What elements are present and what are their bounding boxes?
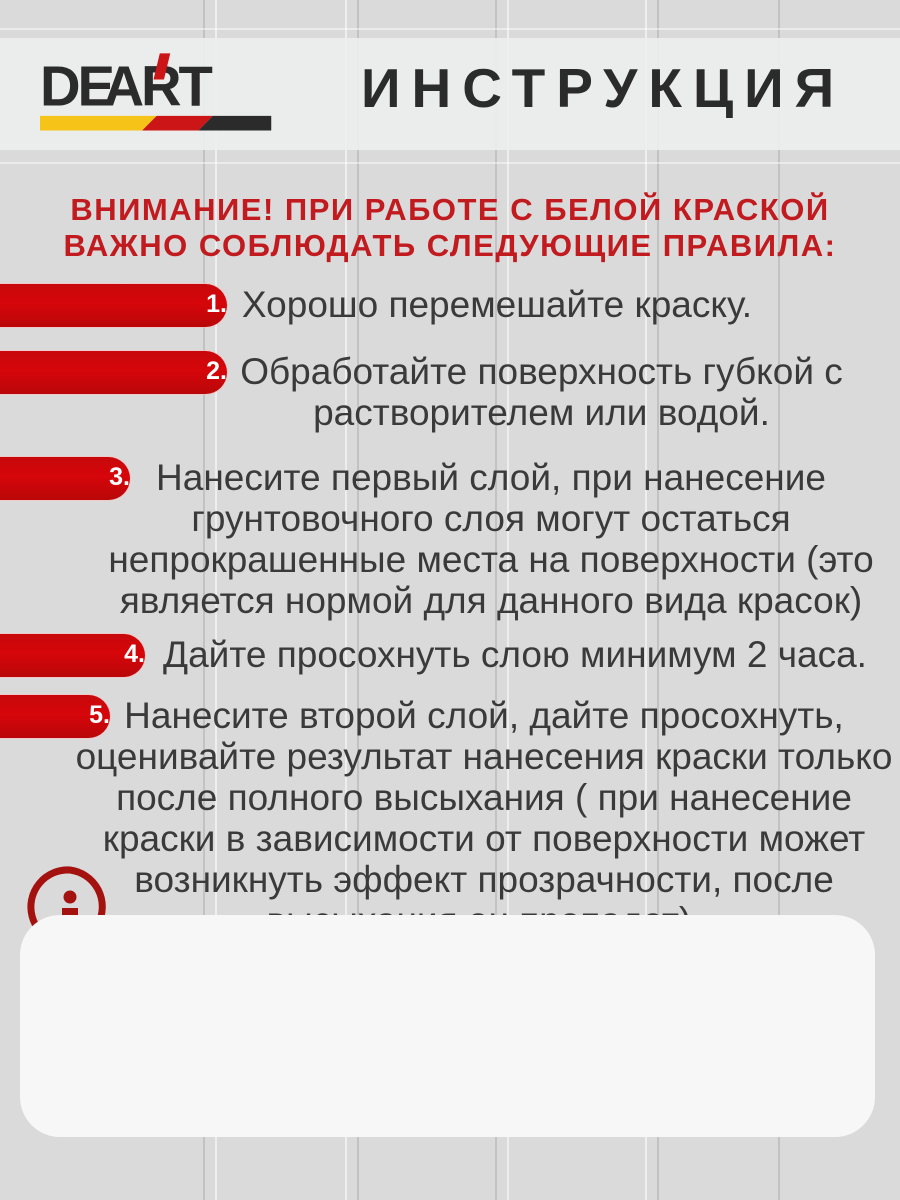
svg-text:DEART: DEART (40, 54, 213, 117)
